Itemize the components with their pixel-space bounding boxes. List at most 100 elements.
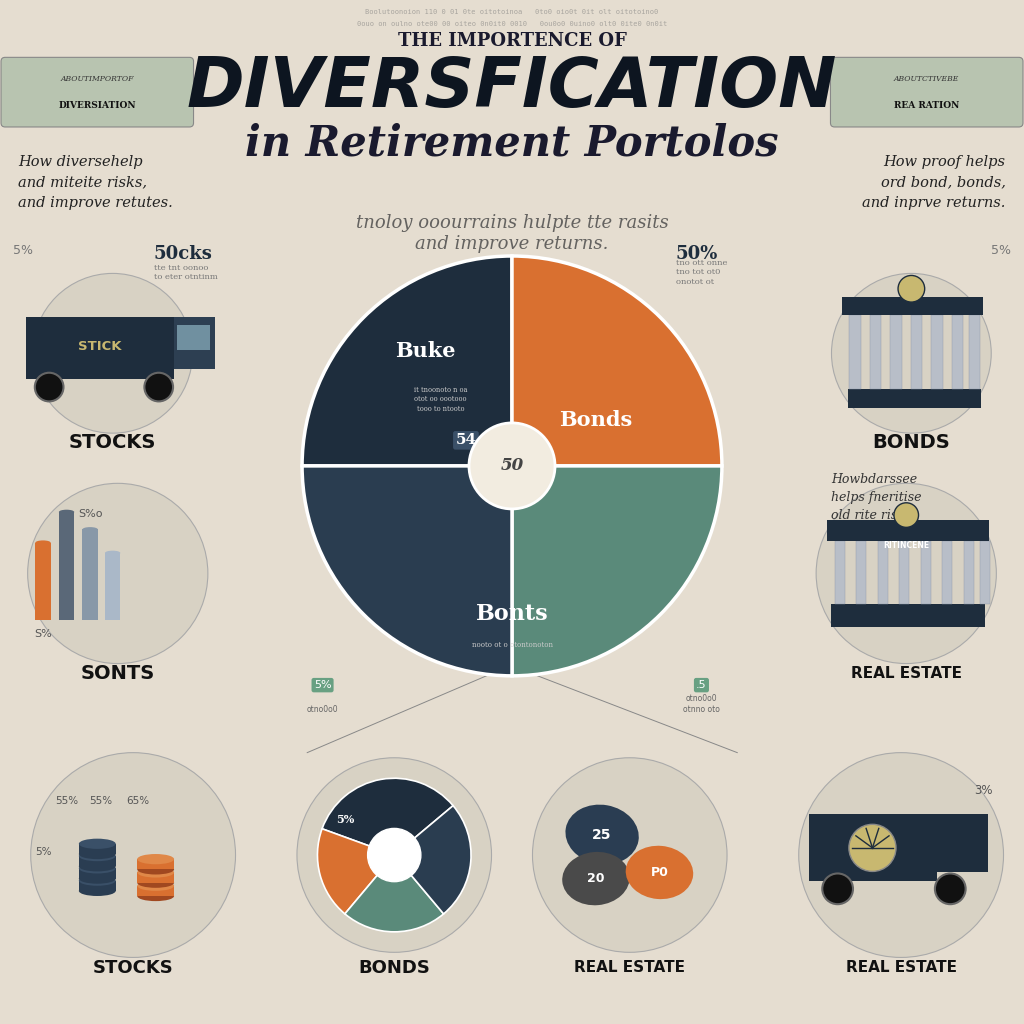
Text: How proof helps
ord bond, bonds,
and inprve returns.: How proof helps ord bond, bonds, and inp…: [862, 155, 1006, 210]
Ellipse shape: [137, 867, 174, 878]
Bar: [831, 604, 985, 627]
Text: tnoloy ooourrains hulpte tte rasits: tnoloy ooourrains hulpte tte rasits: [355, 214, 669, 232]
Text: 25: 25: [592, 827, 612, 842]
Text: BONDS: BONDS: [872, 433, 950, 452]
Bar: [79, 844, 116, 854]
Wedge shape: [323, 778, 453, 855]
Ellipse shape: [83, 527, 98, 531]
Bar: [835, 541, 845, 604]
Circle shape: [297, 758, 492, 952]
Bar: [850, 315, 860, 389]
Wedge shape: [394, 806, 471, 913]
Circle shape: [144, 373, 173, 401]
Text: BONDS: BONDS: [358, 958, 430, 977]
Text: Boolutoonoion 110 0 01 0te oitotoinoa   0to0 oio0t 0it olt oitotoino0: Boolutoonoion 110 0 01 0te oitotoinoa 0t…: [366, 9, 658, 15]
Text: 3%: 3%: [974, 783, 992, 797]
Circle shape: [368, 828, 421, 882]
Text: DIVERSFICATION: DIVERSFICATION: [186, 53, 838, 121]
Ellipse shape: [137, 864, 174, 874]
Ellipse shape: [626, 846, 693, 899]
Text: ABOUTCTIVEBE: ABOUTCTIVEBE: [894, 75, 959, 83]
Text: 5%: 5%: [12, 244, 33, 257]
Circle shape: [898, 275, 925, 302]
Bar: [899, 541, 909, 604]
Bar: [969, 315, 980, 389]
Bar: [827, 520, 989, 541]
Text: 50: 50: [501, 458, 523, 474]
Circle shape: [935, 873, 966, 904]
Ellipse shape: [562, 852, 630, 905]
Ellipse shape: [79, 849, 116, 859]
Bar: [856, 541, 866, 604]
Text: P0: P0: [650, 866, 669, 879]
Bar: [937, 814, 988, 872]
Ellipse shape: [79, 873, 116, 884]
Bar: [79, 856, 116, 866]
Text: 50cks: 50cks: [154, 245, 212, 263]
Text: STOCKS: STOCKS: [69, 433, 157, 452]
Text: 5%: 5%: [336, 814, 354, 824]
Bar: [174, 317, 215, 369]
Ellipse shape: [105, 551, 121, 555]
Bar: [870, 315, 881, 389]
Ellipse shape: [79, 876, 116, 886]
Text: 5%: 5%: [991, 244, 1012, 257]
Ellipse shape: [35, 541, 51, 545]
Circle shape: [469, 423, 555, 509]
Text: tte tnt oonoo
to eter otntinm: tte tnt oonoo to eter otntinm: [154, 264, 217, 281]
Text: DIVERSIATION: DIVERSIATION: [58, 101, 136, 111]
Text: it tnoonoto n oa
otot oo oootooo
tooo to ntooto: it tnoonoto n oa otot oo oootooo tooo to…: [414, 386, 467, 413]
Wedge shape: [302, 466, 512, 676]
Ellipse shape: [59, 510, 75, 514]
Bar: [59, 512, 75, 620]
Text: 5%: 5%: [313, 680, 332, 690]
Text: How diversehelp
and miteite risks,
and improve retutes.: How diversehelp and miteite risks, and i…: [18, 155, 173, 210]
Text: Bonds: Bonds: [559, 410, 633, 430]
Bar: [980, 541, 990, 604]
Text: REA RATION: REA RATION: [894, 101, 959, 111]
Bar: [35, 543, 51, 620]
Bar: [842, 297, 983, 315]
Ellipse shape: [565, 805, 639, 864]
Text: S%o: S%o: [78, 509, 102, 519]
Text: otno0o0
otnno oto: otno0o0 otnno oto: [683, 694, 720, 714]
Ellipse shape: [137, 878, 174, 888]
Text: and improve returns.: and improve returns.: [416, 234, 608, 253]
Circle shape: [31, 753, 236, 957]
Text: REAL ESTATE: REAL ESTATE: [846, 961, 956, 975]
Text: 55%: 55%: [89, 796, 112, 806]
Circle shape: [35, 373, 63, 401]
Bar: [932, 315, 942, 389]
Bar: [891, 315, 901, 389]
Circle shape: [799, 753, 1004, 957]
Circle shape: [849, 824, 896, 871]
Text: RITINCENE: RITINCENE: [883, 542, 930, 550]
Bar: [79, 868, 116, 879]
Bar: [137, 886, 174, 896]
Text: 54: 54: [456, 433, 476, 447]
Bar: [83, 529, 98, 620]
Circle shape: [33, 273, 193, 433]
Circle shape: [831, 273, 991, 433]
Circle shape: [894, 503, 919, 527]
Ellipse shape: [79, 861, 116, 871]
Text: nooto ot o otontonoton: nooto ot o otontonoton: [471, 641, 553, 649]
Text: in Retirement Portolos: in Retirement Portolos: [246, 122, 778, 165]
Bar: [952, 315, 963, 389]
Text: 5%: 5%: [35, 847, 51, 857]
Bar: [79, 881, 116, 891]
Text: 20: 20: [587, 872, 605, 885]
Bar: [26, 317, 174, 379]
Wedge shape: [317, 828, 394, 913]
Text: 50%: 50%: [676, 245, 718, 263]
Bar: [964, 541, 974, 604]
Bar: [848, 389, 981, 408]
Text: Bonts: Bonts: [476, 603, 548, 626]
Wedge shape: [512, 256, 722, 466]
Bar: [177, 325, 210, 350]
Text: THE IMPORTENCE OF: THE IMPORTENCE OF: [397, 32, 627, 50]
Text: otno0o0: otno0o0: [307, 705, 338, 714]
Text: S%: S%: [34, 629, 52, 639]
Wedge shape: [302, 256, 512, 466]
Bar: [878, 541, 888, 604]
